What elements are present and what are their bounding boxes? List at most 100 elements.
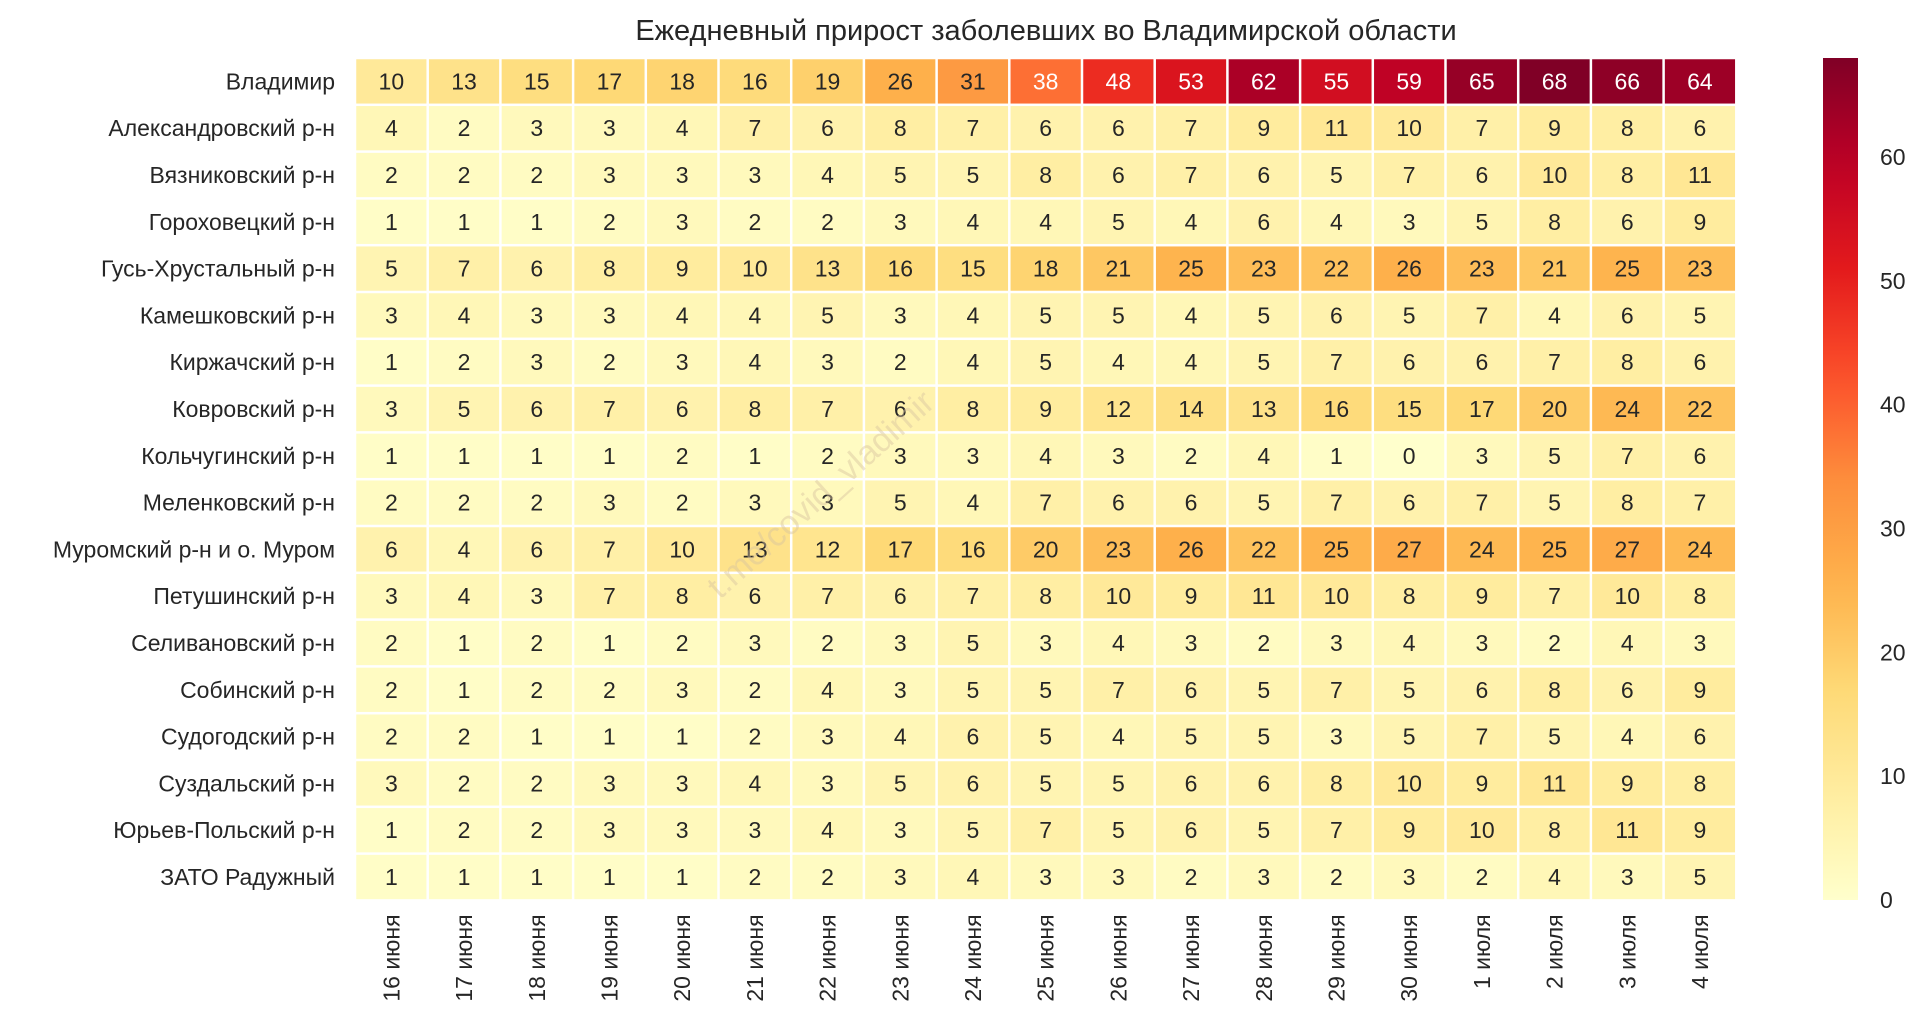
column-label: 23 июня [887,914,913,1001]
cell-value: 9 [1621,770,1634,796]
heatmap-cell [1010,246,1081,291]
heatmap-cell [937,293,1009,338]
heatmap-cell [1083,620,1154,666]
cell-value: 15 [1396,396,1422,422]
heatmap-cell [1374,106,1445,151]
cell-value: 7 [603,396,616,422]
heatmap-cell [1155,386,1227,432]
heatmap-cell [719,106,790,151]
heatmap-cell [647,246,718,291]
cell-value: 4 [1621,724,1634,750]
cell-value: 6 [1403,490,1416,516]
cell-value: 5 [967,162,980,188]
heatmap-cell [937,761,1009,806]
heatmap-cell [647,433,718,478]
heatmap-cell [865,574,936,619]
cell-value: 1 [676,864,689,890]
row-label: Владимир [226,68,335,94]
cell-value: 7 [1330,490,1343,516]
heatmap-cell [1446,152,1517,198]
heatmap-cell [1374,714,1445,759]
heatmap-cell [1155,854,1227,900]
cell-value: 1 [530,724,543,750]
heatmap-cell [1519,433,1590,478]
heatmap-cell [1010,620,1081,666]
heatmap-cell [428,667,500,712]
cell-value: 4 [894,724,907,750]
cell-value: 4 [1548,864,1561,890]
heatmap-cell [1446,293,1517,338]
heatmap-cell [1228,620,1299,666]
colorbar-gradient [1823,58,1858,900]
heatmap-cell [647,480,718,525]
cell-value: 4 [967,302,980,328]
heatmap-cell [1519,59,1590,104]
cell-value: 21 [1106,256,1132,282]
cell-value: 1 [385,209,398,235]
cell-value: 1 [603,724,616,750]
heatmap-cell [1664,667,1736,712]
cell-value: 8 [967,396,980,422]
heatmap-cell [1228,808,1299,853]
cell-value: 5 [1112,302,1125,328]
cell-value: 0 [1403,443,1416,469]
heatmap-cell [1010,761,1081,806]
cell-value: 2 [530,770,543,796]
heatmap-cell [719,714,790,759]
heatmap-cell [719,480,790,525]
cell-value: 1 [458,209,471,235]
heatmap-cell [1446,106,1517,151]
cell-value: 2 [894,349,907,375]
heatmap-cell [1519,574,1590,619]
heatmap-cell [356,527,427,572]
heatmap-cell [1228,854,1299,900]
cell-value: 6 [676,396,689,422]
cell-value: 8 [1548,817,1561,843]
cell-value: 9 [1475,770,1488,796]
cell-value: 62 [1251,68,1277,94]
cell-value: 3 [603,770,616,796]
cell-value: 5 [1185,724,1198,750]
cell-value: 5 [1548,443,1561,469]
cell-value: 4 [967,490,980,516]
cell-value: 7 [1475,302,1488,328]
cell-value: 4 [1112,630,1125,656]
cell-value: 3 [603,817,616,843]
heatmap-cell [1083,152,1154,198]
heatmap-cell [865,854,936,900]
heatmap-cell [1374,293,1445,338]
cell-value: 5 [1475,209,1488,235]
cell-value: 2 [748,677,761,703]
cell-value: 6 [1257,209,1270,235]
heatmap-cell [428,761,500,806]
row-labels: Владимир Александровский р-н Вязниковский … [53,68,335,890]
cell-value: 5 [1257,677,1270,703]
cell-value: 17 [1469,396,1495,422]
heatmap-cell [356,433,427,478]
heatmap-cell [1664,854,1736,900]
heatmap-cell [792,667,863,712]
cell-value: 2 [821,209,834,235]
cell-value: 12 [1106,396,1132,422]
cell-value: 1 [385,864,398,890]
cell-value: 2 [821,630,834,656]
heatmap-cell [1010,59,1081,104]
heatmap-cell [1228,293,1299,338]
heatmap-cell [1083,433,1154,478]
cell-value: 8 [748,396,761,422]
colorbar-tick-label: 50 [1880,268,1906,294]
cell-value: 26 [887,68,913,94]
heatmap-cell [1446,527,1517,572]
cell-value: 10 [1106,583,1132,609]
heatmap-cell [1446,386,1517,432]
cell-value: 5 [1548,724,1561,750]
row-label: Александровский р-н [108,115,335,141]
cell-value: 3 [676,349,689,375]
cell-value: 3 [894,443,907,469]
heatmap-cell [647,152,718,198]
heatmap-cells: 10 13 15 17 18 16 19 26 31 38 48 53 62 55 59 65 68 66 644 2… [356,59,1736,900]
heatmap-cell [937,199,1009,244]
heatmap-cell [574,667,645,712]
heatmap-cell [1228,667,1299,712]
column-label: 27 июня [1178,914,1204,1001]
